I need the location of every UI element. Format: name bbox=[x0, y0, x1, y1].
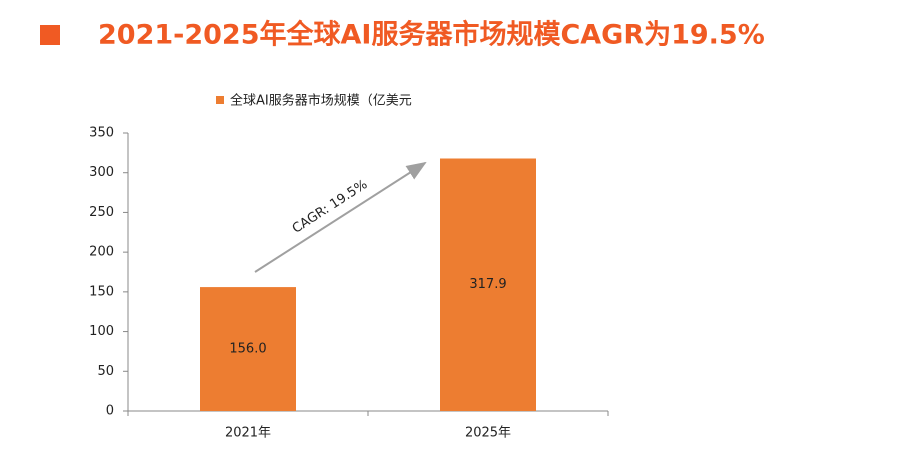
legend-label: 全球AI服务器市场规模（亿美元 bbox=[230, 93, 412, 109]
y-tick-label: 250 bbox=[89, 205, 114, 220]
y-tick-label: 350 bbox=[89, 126, 114, 141]
y-tick-label: 150 bbox=[89, 284, 114, 299]
y-tick-label: 0 bbox=[106, 404, 114, 419]
bar bbox=[200, 287, 296, 411]
y-tick-label: 100 bbox=[89, 324, 114, 339]
x-tick-label: 2021年 bbox=[225, 426, 271, 441]
cagr-arrow bbox=[254, 161, 427, 273]
title-marker bbox=[40, 25, 60, 45]
value-label: 317.9 bbox=[469, 277, 506, 292]
y-tick-label: 300 bbox=[89, 165, 114, 180]
x-tick-label: 2025年 bbox=[465, 426, 511, 441]
y-tick-label: 50 bbox=[97, 364, 114, 379]
bar bbox=[440, 158, 536, 411]
value-label: 156.0 bbox=[229, 342, 266, 357]
legend-swatch bbox=[216, 96, 224, 104]
y-tick-label: 200 bbox=[89, 245, 114, 260]
chart-title: 2021-2025年全球AI服务器市场规模CAGR为19.5% bbox=[98, 19, 765, 51]
